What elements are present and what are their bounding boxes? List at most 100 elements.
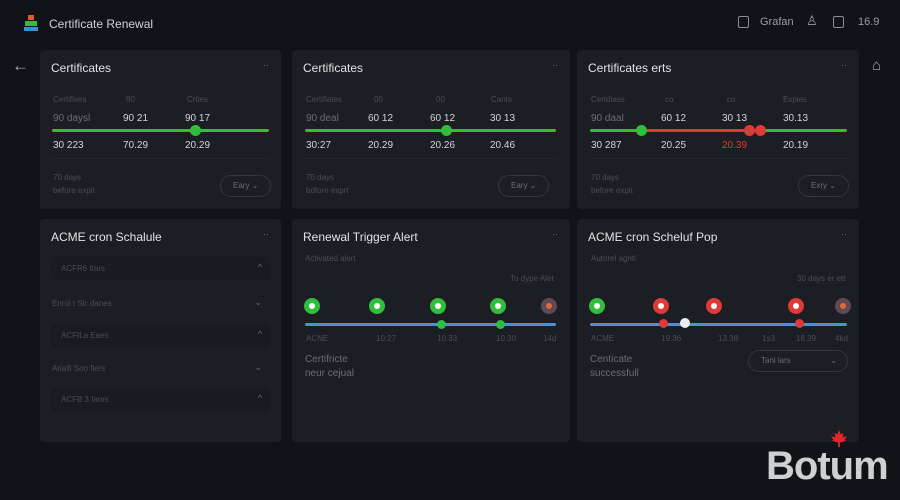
menu-icon[interactable]: ··: [841, 60, 847, 70]
top-bar: Certificate Renewal Grafan ♙ 16.9: [0, 0, 900, 46]
panel-title: Renewal Trigger Alert: [303, 230, 418, 244]
status-error-icon[interactable]: [706, 298, 722, 314]
col-header: 90: [126, 95, 135, 104]
timeline-label: 18.39: [796, 334, 817, 343]
menu-icon[interactable]: ··: [552, 60, 558, 70]
days-label: 30 days er ett: [797, 274, 846, 283]
cell: 90 17: [185, 113, 211, 124]
select-dropdown[interactable]: Exry ⌄: [798, 175, 849, 197]
select-dropdown[interactable]: Eary ⌄: [498, 175, 550, 197]
timeline-track: [305, 323, 556, 326]
note: 70 days: [306, 173, 335, 182]
divider: [51, 158, 270, 159]
timeline-label: 10.27: [376, 334, 397, 343]
cell-alert: 20.39: [722, 140, 748, 151]
slider-handle[interactable]: [441, 125, 452, 136]
menu-icon[interactable]: ··: [841, 229, 847, 239]
chevron-up-icon: ^: [257, 393, 262, 403]
cell: 60 12: [368, 113, 394, 124]
range-end-handle[interactable]: [755, 125, 766, 136]
chevron-up-icon: ^: [257, 329, 262, 339]
cell: 90 daal: [591, 113, 624, 124]
panel-title: ACME cron Scheluf Pop: [588, 230, 718, 244]
footer-text: Centicate: [590, 354, 633, 365]
footer-text: neur cejual: [305, 368, 354, 379]
panel-title: ACME cron Schalule: [51, 230, 162, 244]
user-name[interactable]: Grafan: [760, 16, 794, 28]
col-header: co: [727, 95, 736, 104]
timeline-marker[interactable]: [795, 319, 804, 328]
timeline-label: ACME: [591, 334, 615, 343]
acme-cron-schedule-panel: ACME cron Schalule ·· ACFR6 Itars ^ Enroi…: [40, 219, 281, 442]
status-ok-icon[interactable]: [369, 298, 385, 314]
cell: 30 13: [490, 113, 516, 124]
cell: 20.25: [661, 140, 687, 151]
range-handle[interactable]: [744, 125, 755, 136]
panel-title: Certificates: [51, 61, 112, 75]
select-dropdown[interactable]: Tani lars ⌄: [748, 350, 848, 372]
cell: 30.13: [783, 113, 809, 124]
status-ok-icon[interactable]: [589, 298, 605, 314]
slider-handle[interactable]: [190, 125, 201, 136]
timeline-label: 1s3: [762, 334, 775, 343]
chevron-down-icon: ⌄: [254, 362, 262, 372]
select-dropdown[interactable]: Eary ⌄: [220, 175, 272, 197]
cell: 90 deal: [306, 113, 339, 124]
cell: 90 21: [123, 113, 149, 124]
cell: 30 287: [591, 140, 622, 151]
col-header: Certifiates: [306, 95, 343, 104]
timeline-label: 10.33: [437, 334, 458, 343]
col-header: 00: [374, 95, 383, 104]
col-header: Certifixes: [53, 95, 87, 104]
note: bdfore exprt: [306, 186, 349, 195]
timeline-track: [590, 323, 847, 326]
menu-icon[interactable]: ··: [263, 60, 269, 70]
subtitle: Autorel agnti: [591, 254, 636, 263]
range-start-handle[interactable]: [636, 125, 647, 136]
col-header: Certdiass: [591, 95, 625, 104]
status-error-icon[interactable]: [788, 298, 804, 314]
status-ok-icon[interactable]: [430, 298, 446, 314]
schedule-item[interactable]: Arialll Soo fiers ⌄: [52, 362, 262, 373]
settings-icon[interactable]: [833, 16, 844, 28]
menu-icon[interactable]: ··: [552, 229, 558, 239]
cell: 60 12: [430, 113, 456, 124]
cell: 20.26: [430, 140, 456, 151]
chevron-down-icon: ⌄: [254, 297, 262, 307]
schedule-item[interactable]: ACFILa Eaes ^: [51, 324, 270, 348]
home-icon[interactable]: ⌂: [872, 57, 882, 74]
note: before expit: [591, 186, 633, 195]
panel-title: Certificates erts: [588, 61, 672, 75]
panel-title: Certificates: [303, 61, 364, 75]
slider-track[interactable]: [305, 129, 556, 132]
maple-leaf-icon: [830, 430, 848, 448]
cell: 70.29: [123, 140, 149, 151]
bell-icon[interactable]: ♙: [806, 13, 818, 28]
slider-track[interactable]: [52, 129, 269, 132]
timeline-marker[interactable]: [659, 319, 668, 328]
cell: 90 daysl: [53, 113, 91, 124]
schedule-item[interactable]: ACFB 3 fams ^: [51, 388, 270, 412]
status-ok-icon[interactable]: [490, 298, 506, 314]
timeline-marker[interactable]: [437, 320, 446, 329]
certificates-panel-2: Certificates ·· Certifiates 00 00 Cants …: [292, 50, 570, 209]
alert-type-label: To dype Alet: [510, 274, 554, 283]
schedule-item[interactable]: ACFR6 Itars ^: [51, 257, 270, 281]
cell: 30 13: [722, 113, 748, 124]
status-muted-icon[interactable]: [541, 298, 557, 314]
arrow-left-icon[interactable]: ←: [12, 56, 29, 75]
cell: 30 223: [53, 140, 84, 151]
timeline-label: 19.36: [661, 334, 682, 343]
timeline-marker[interactable]: [496, 320, 505, 329]
cell: 20.29: [368, 140, 394, 151]
menu-icon[interactable]: ··: [263, 229, 269, 239]
status-ok-icon[interactable]: [304, 298, 320, 314]
cell: 20.19: [783, 140, 809, 151]
timeline-current-marker[interactable]: [680, 318, 690, 328]
status-error-icon[interactable]: [653, 298, 669, 314]
status-muted-icon[interactable]: [835, 298, 851, 314]
dashboard-icon[interactable]: [738, 16, 749, 28]
schedule-item[interactable]: Enroi t Str danes ⌄: [52, 297, 262, 308]
col-header: Crties: [187, 95, 208, 104]
footer-text: Certifricte: [305, 354, 348, 365]
